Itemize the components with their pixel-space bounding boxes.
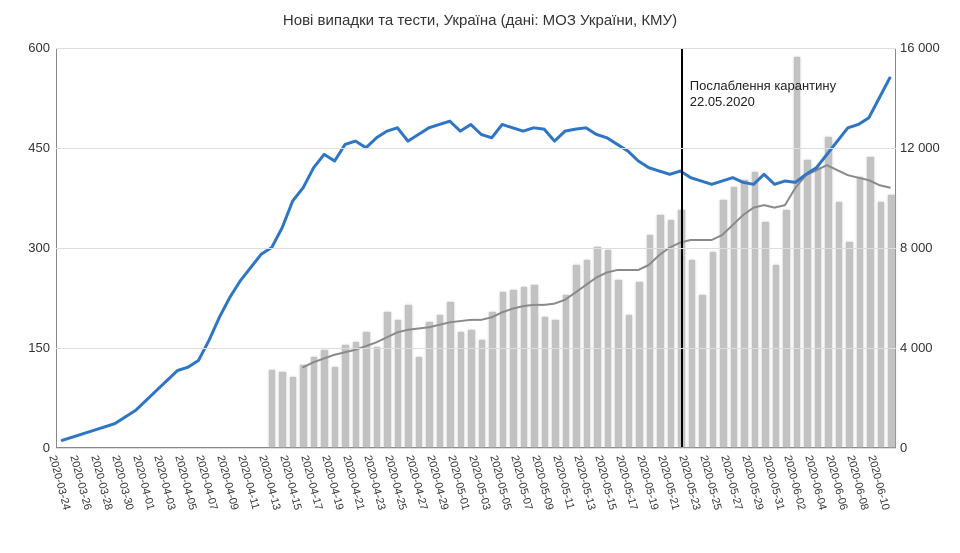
grid-line	[56, 148, 896, 149]
y-right-tick-label: 8 000	[900, 240, 956, 255]
x-axis-labels: 2020-03-242020-03-262020-03-282020-03-30…	[56, 452, 896, 548]
chart-container: Нові випадки та тести, Україна (дані: МО…	[0, 0, 960, 553]
y-left-tick-label: 300	[4, 240, 50, 255]
cases-line	[62, 78, 890, 440]
tests-avg-line	[303, 165, 890, 367]
y-right-tick-label: 16 000	[900, 40, 956, 55]
y-left-tick-label: 600	[4, 40, 50, 55]
y-left-tick-label: 0	[4, 440, 50, 455]
y-right-tick-label: 4 000	[900, 340, 956, 355]
grid-line	[56, 348, 896, 349]
y-left-tick-label: 450	[4, 140, 50, 155]
grid-line	[56, 448, 896, 449]
y-left-tick-label: 150	[4, 340, 50, 355]
grid-line	[56, 248, 896, 249]
grid-line	[56, 48, 896, 49]
y-right-tick-label: 0	[900, 440, 956, 455]
x-tick-label: 2020-06-10	[866, 454, 892, 511]
y-right-tick-label: 12 000	[900, 140, 956, 155]
chart-title: Нові випадки та тести, Україна (дані: МО…	[0, 12, 960, 29]
annotation-label: Послаблення карантину 22.05.2020	[690, 78, 836, 111]
